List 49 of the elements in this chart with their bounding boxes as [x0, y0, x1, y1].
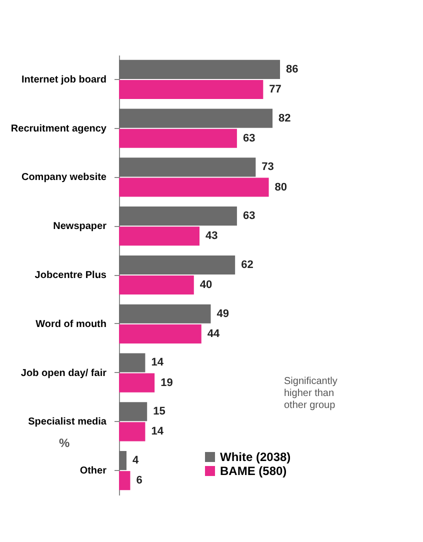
legend-label: BAME (580) [220, 464, 287, 478]
data-label: 73 [262, 161, 274, 174]
data-label: 19 [160, 376, 173, 389]
data-label: 62 [241, 258, 254, 271]
bar [119, 158, 256, 177]
data-label: 49 [216, 308, 229, 320]
data-label: 82 [278, 112, 291, 124]
bar [119, 108, 273, 128]
bar [119, 324, 202, 344]
data-label: 63 [242, 210, 256, 222]
bar [119, 80, 264, 99]
bar [119, 128, 237, 148]
bar [119, 402, 148, 422]
data-label: 15 [153, 406, 166, 418]
data-label: 63 [242, 132, 256, 144]
y-tick-label: Other [80, 466, 107, 477]
y-tick-label: Recruitment agency [10, 123, 107, 134]
bar [119, 178, 269, 197]
data-label: 44 [207, 328, 220, 340]
bar [119, 373, 155, 392]
y-tick-label: Company website [21, 172, 107, 184]
bar [119, 451, 126, 470]
data-label: 4 [132, 454, 140, 467]
data-label: 80 [274, 181, 288, 194]
data-label: 6 [136, 474, 142, 487]
bar [119, 471, 130, 490]
y-tick-label: Newspaper [53, 221, 107, 232]
legend-label: White (2038) [220, 450, 291, 464]
bar [119, 226, 200, 246]
y-tick-label: Jobcentre Plus [34, 270, 107, 281]
bar [119, 206, 237, 226]
y-tick-label: Job open day/ fair [20, 368, 107, 379]
bar [119, 60, 280, 79]
bar [119, 255, 236, 274]
text: Significantly higher than other group [284, 376, 338, 412]
data-label: 40 [200, 279, 212, 292]
data-label: 14 [151, 356, 164, 369]
y-tick-label: Specialist media [28, 416, 107, 428]
bar [119, 304, 211, 324]
data-label: 86 [286, 63, 298, 76]
data-label: 77 [269, 83, 282, 96]
bar [119, 422, 146, 442]
bar [119, 276, 194, 295]
y-tick-label: Internet job board [22, 74, 106, 86]
data-label: 14 [151, 426, 164, 438]
y-tick-label: Word of mouth [36, 318, 106, 330]
data-label: 43 [206, 230, 218, 242]
bar [119, 353, 146, 372]
text: % [59, 436, 70, 450]
